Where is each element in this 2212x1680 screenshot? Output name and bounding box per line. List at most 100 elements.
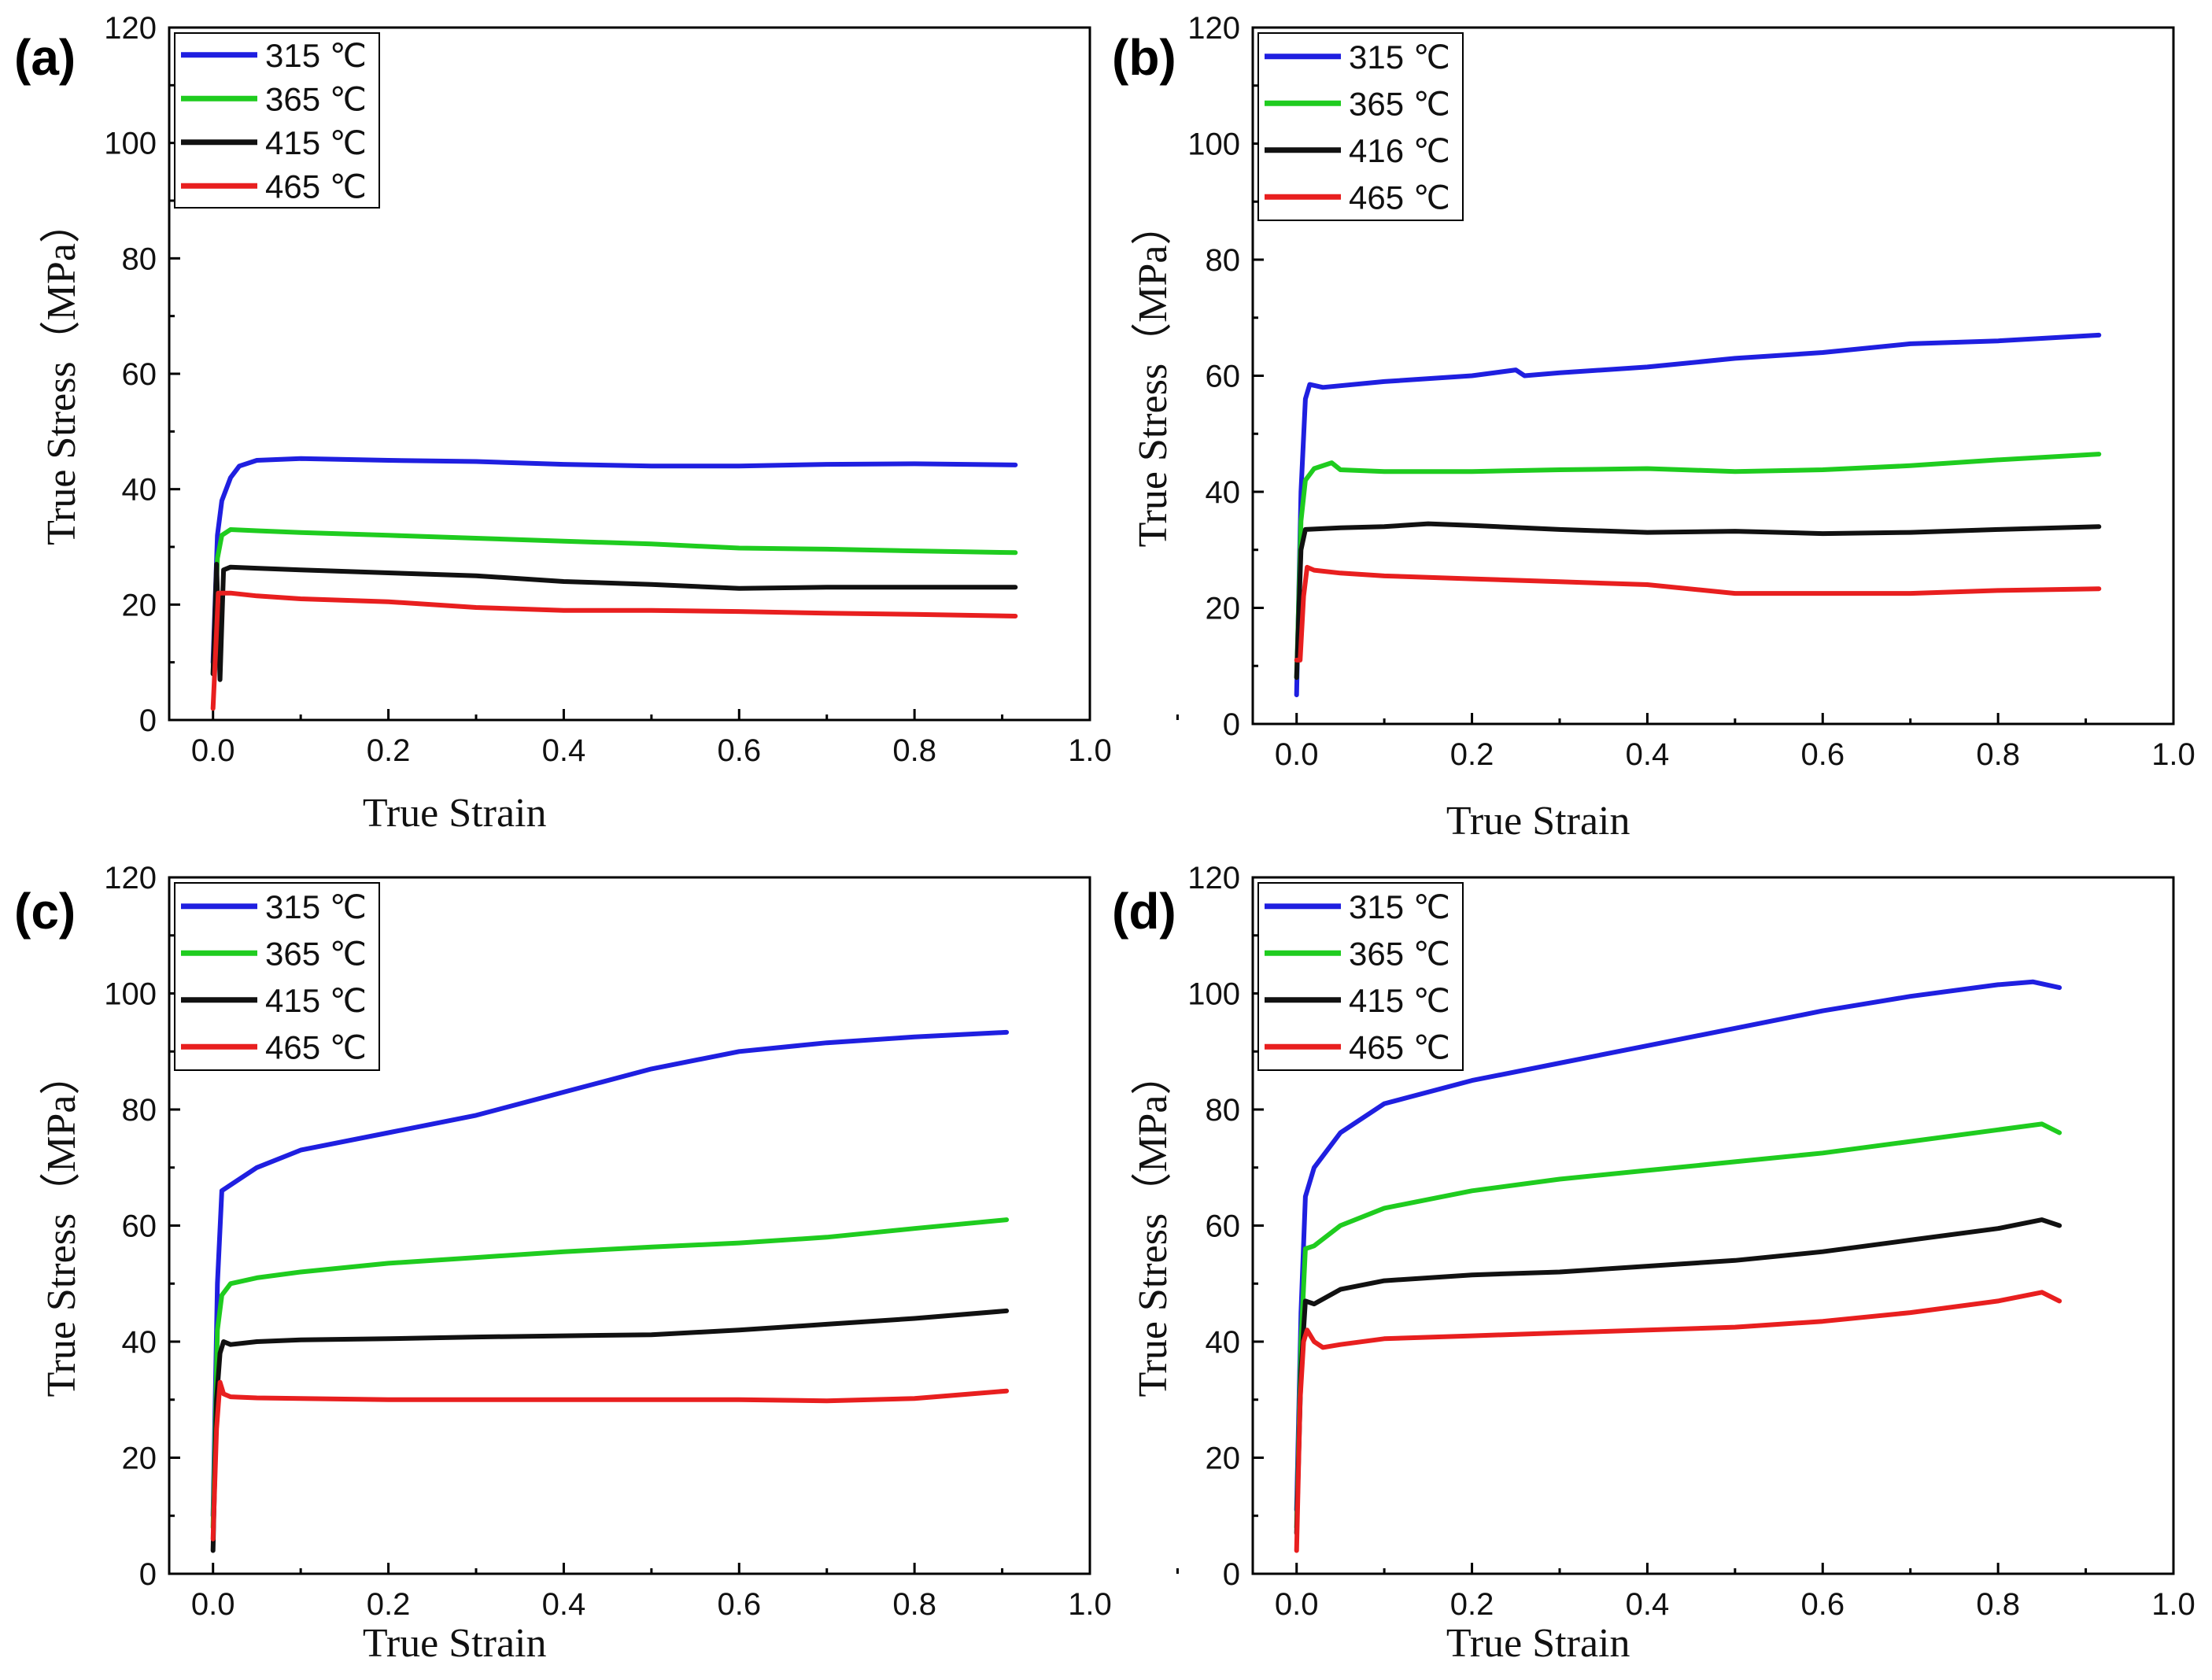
legend-label: 365 ℃ bbox=[1349, 935, 1450, 972]
x-tick-label: 0.0 bbox=[1275, 737, 1319, 772]
x-axis-title: True Strain bbox=[363, 1621, 547, 1666]
series-line-0 bbox=[1294, 332, 2102, 698]
x-tick-label: 0.2 bbox=[1450, 737, 1494, 772]
panel-b: (b) True Strain True Stress（MPa） 0.0 0.2 0… bbox=[1112, 11, 2195, 844]
legend-label: 365 ℃ bbox=[1349, 85, 1450, 122]
y-tick-label: 100 bbox=[104, 127, 157, 161]
x-tick-label: 0.4 bbox=[542, 1587, 586, 1622]
x-tick-label: 0.6 bbox=[1800, 737, 1845, 772]
y-tick-label: 120 bbox=[1187, 11, 1240, 46]
legend-label: 465 ℃ bbox=[265, 168, 367, 205]
series-line-0 bbox=[210, 456, 1018, 665]
x-tick-label: 0.0 bbox=[191, 1587, 235, 1622]
y-tick-label: 20 bbox=[122, 1442, 157, 1476]
y-tick-label: 60 bbox=[122, 357, 157, 392]
legend-box bbox=[174, 882, 380, 1071]
legend-label: 415 ℃ bbox=[265, 124, 367, 161]
panel-c: (c) True Strain True Stress（MPa） 0.0 0.2 0… bbox=[14, 861, 1179, 1666]
series-line-0 bbox=[210, 1029, 1010, 1519]
legend-box bbox=[1257, 882, 1464, 1071]
x-axis-title: True Strain bbox=[1446, 799, 1630, 844]
y-tick-label: 20 bbox=[122, 588, 157, 622]
legend-label: 315 ℃ bbox=[1349, 39, 1450, 76]
x-tick-label: 0.4 bbox=[1626, 737, 1670, 772]
y-tick-label: 40 bbox=[122, 473, 157, 508]
x-tick-label: 0.2 bbox=[1450, 1587, 1494, 1622]
panel-d: (d) True Strain True Stress（MPa） 0.0 0.2 0… bbox=[1112, 861, 2195, 1666]
legend-label: 315 ℃ bbox=[265, 888, 367, 925]
y-tick-label: 80 bbox=[122, 1093, 157, 1128]
legend-label: 315 ℃ bbox=[265, 37, 367, 74]
legend-box bbox=[1257, 32, 1464, 221]
legend-label: 365 ℃ bbox=[265, 935, 367, 972]
x-tick-label: 0.6 bbox=[717, 1587, 761, 1622]
y-tick-label: 100 bbox=[104, 977, 157, 1012]
y-axis-title: True Stress（MPa） bbox=[39, 1054, 84, 1398]
panel-a: (a) True Strain True Stress（MPa） 0.0 0.2 0… bbox=[14, 11, 1179, 836]
x-tick-label: 1.0 bbox=[2151, 1587, 2195, 1622]
series-line-3 bbox=[210, 590, 1018, 711]
y-tick-label: 40 bbox=[1206, 1325, 1241, 1360]
y-tick-label: 20 bbox=[1206, 1442, 1241, 1476]
legend-label: 465 ℃ bbox=[1349, 1028, 1450, 1065]
series-line-3 bbox=[1294, 1290, 2062, 1553]
y-tick-label: 100 bbox=[1187, 977, 1240, 1012]
x-tick-label: 0.8 bbox=[892, 733, 936, 768]
y-tick-label: 0 bbox=[139, 1557, 157, 1592]
y-tick-label: 120 bbox=[1187, 861, 1240, 895]
series-line-2 bbox=[210, 562, 1018, 682]
panel-label: (c) bbox=[14, 883, 76, 940]
y-tick-label: 120 bbox=[104, 861, 157, 895]
legend-label: 465 ℃ bbox=[1349, 179, 1450, 216]
y-tick-label: 0 bbox=[1223, 1557, 1240, 1592]
y-axis-title: True Stress（MPa） bbox=[1131, 205, 1176, 548]
legend-label: 416 ℃ bbox=[1349, 132, 1450, 169]
legend-label: 415 ℃ bbox=[1349, 982, 1450, 1019]
y-tick-label: 80 bbox=[1206, 1093, 1241, 1128]
x-tick-label: 1.0 bbox=[1068, 733, 1112, 768]
legend-label: 465 ℃ bbox=[265, 1028, 367, 1065]
series-line-1 bbox=[210, 1217, 1010, 1530]
legend-label: 315 ℃ bbox=[1349, 888, 1450, 925]
panel-label: (d) bbox=[1112, 883, 1176, 940]
y-tick-label: 80 bbox=[1206, 243, 1241, 278]
series-line-2 bbox=[210, 1308, 1010, 1553]
x-tick-label: 1.0 bbox=[1068, 1587, 1112, 1622]
y-tick-label: 0 bbox=[139, 703, 157, 738]
series-line-1 bbox=[210, 527, 1018, 677]
series-line-2 bbox=[1294, 1217, 2062, 1536]
y-tick-label: 20 bbox=[1206, 592, 1241, 626]
series-line-3 bbox=[210, 1379, 1010, 1542]
y-axis-title: True Stress（MPa） bbox=[39, 202, 84, 545]
x-tick-label: 0.0 bbox=[1275, 1587, 1319, 1622]
series-line-1 bbox=[1294, 1121, 2062, 1530]
x-tick-label: 0.8 bbox=[1976, 737, 2020, 772]
x-tick-label: 0.8 bbox=[1976, 1587, 2020, 1622]
y-tick-label: 80 bbox=[122, 242, 157, 276]
x-axis-title: True Strain bbox=[363, 791, 547, 836]
y-tick-label: 120 bbox=[104, 11, 157, 46]
series-line-2 bbox=[1294, 521, 2102, 680]
y-tick-label: 60 bbox=[1206, 360, 1241, 394]
panel-label: (a) bbox=[14, 29, 76, 86]
y-tick-label: 40 bbox=[122, 1325, 157, 1360]
x-tick-label: 0.2 bbox=[367, 733, 411, 768]
x-tick-label: 0.6 bbox=[717, 733, 761, 768]
legend-label: 415 ℃ bbox=[265, 982, 367, 1019]
y-tick-label: 100 bbox=[1187, 127, 1240, 162]
x-tick-label: 0.6 bbox=[1800, 1587, 1845, 1622]
y-tick-label: 40 bbox=[1206, 475, 1241, 510]
legend-label: 365 ℃ bbox=[265, 80, 367, 117]
x-tick-label: 0.4 bbox=[1626, 1587, 1670, 1622]
series-line-1 bbox=[1294, 452, 2102, 680]
series-line-0 bbox=[1294, 979, 2062, 1512]
x-tick-label: 0.8 bbox=[892, 1587, 936, 1622]
x-tick-label: 1.0 bbox=[2151, 737, 2195, 772]
legend-box bbox=[174, 32, 380, 209]
panel-label: (b) bbox=[1112, 29, 1176, 86]
x-tick-label: 0.2 bbox=[367, 1587, 411, 1622]
x-tick-label: 0.0 bbox=[191, 733, 235, 768]
x-tick-label: 0.4 bbox=[542, 733, 586, 768]
y-tick-label: 60 bbox=[1206, 1209, 1241, 1244]
